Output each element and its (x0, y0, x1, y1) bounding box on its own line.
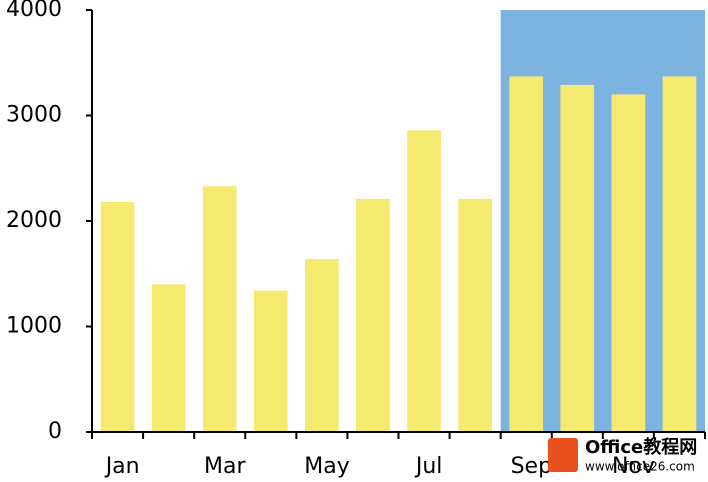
y-tick-label: 1000 (6, 314, 62, 339)
watermark-icon (548, 438, 578, 472)
y-tick-label: 4000 (6, 0, 62, 22)
y-tick-label: 0 (48, 419, 62, 444)
bar (253, 290, 288, 432)
bar (509, 76, 544, 432)
bar (356, 198, 390, 432)
x-tick-label: Mar (204, 454, 246, 479)
x-tick-label: Sep (511, 454, 552, 479)
watermark-title: Office教程网 (585, 436, 697, 458)
bar (151, 284, 186, 432)
x-tick-label: Nov (612, 454, 655, 479)
bar (305, 258, 339, 432)
bar (662, 76, 697, 432)
y-tick-label: 2000 (6, 208, 62, 233)
x-tick-label: Jul (414, 454, 443, 479)
bar (407, 130, 441, 432)
bar (611, 94, 646, 433)
y-tick-label: 3000 (6, 103, 62, 128)
bar (560, 84, 595, 432)
watermark-url: www.office26.com (585, 460, 695, 474)
bar (202, 186, 237, 432)
x-tick-label: Jan (104, 454, 140, 479)
x-tick-label: May (304, 454, 349, 479)
bar (100, 202, 135, 432)
bar (458, 198, 492, 432)
